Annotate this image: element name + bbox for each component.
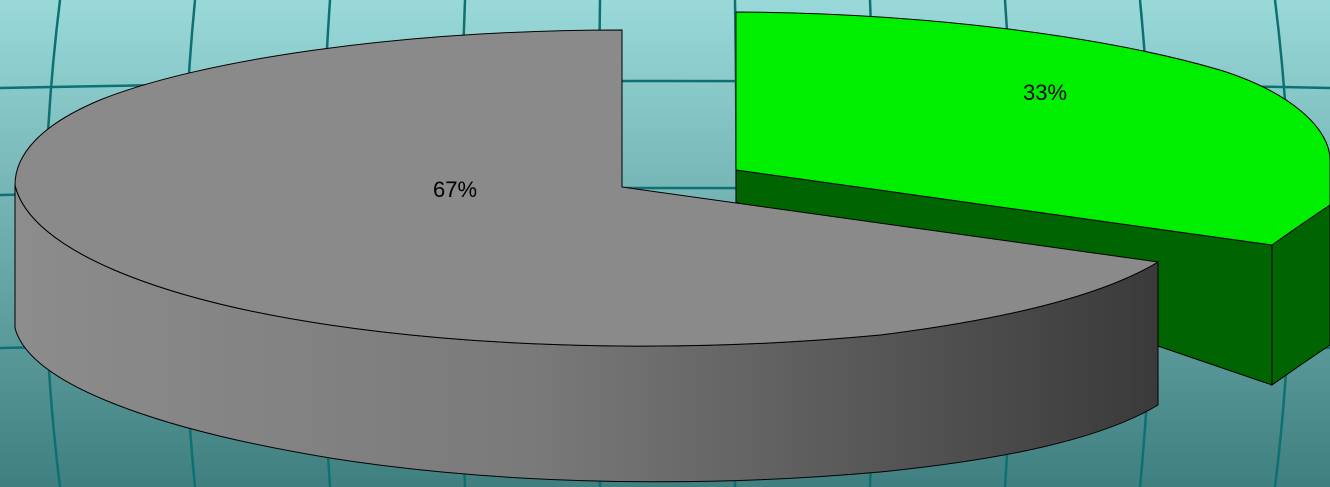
pie-slice-33-top xyxy=(735,11,1330,246)
pie-slice-67-top xyxy=(14,29,1160,347)
pie-slice-label-67: 67% xyxy=(433,177,477,202)
pie-slice-67[interactable] xyxy=(14,29,1160,483)
pie-slice-label-33: 33% xyxy=(1023,80,1067,105)
